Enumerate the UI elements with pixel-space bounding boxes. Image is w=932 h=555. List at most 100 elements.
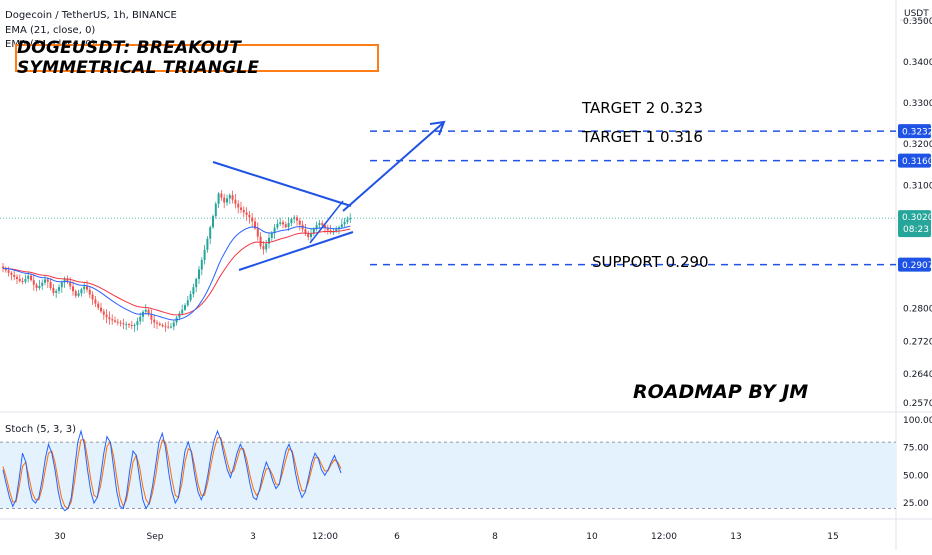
candle-body[interactable]	[60, 282, 63, 288]
candle-body[interactable]	[94, 299, 97, 304]
candle-body[interactable]	[150, 314, 153, 320]
candle-body[interactable]	[111, 319, 114, 321]
candle-body[interactable]	[2, 266, 4, 269]
candle-body[interactable]	[178, 313, 181, 318]
candle-body[interactable]	[144, 309, 147, 312]
candle-body[interactable]	[223, 197, 226, 203]
candle-body[interactable]	[139, 316, 142, 322]
candle-body[interactable]	[245, 212, 248, 215]
candle-body[interactable]	[231, 195, 234, 200]
candle-body[interactable]	[220, 193, 223, 198]
candle-body[interactable]	[321, 223, 324, 226]
candle-body[interactable]	[268, 237, 270, 244]
candle-body[interactable]	[290, 218, 293, 224]
candle-body[interactable]	[114, 320, 116, 322]
candle-body[interactable]	[164, 326, 167, 328]
candle-body[interactable]	[172, 322, 175, 327]
candle-body[interactable]	[72, 286, 74, 292]
candle-body[interactable]	[206, 238, 209, 250]
candle-body[interactable]	[52, 287, 55, 293]
candle-body[interactable]	[122, 323, 125, 325]
candle-body[interactable]	[133, 324, 136, 326]
candle-body[interactable]	[10, 272, 13, 275]
candle-body[interactable]	[343, 221, 346, 225]
candle-body[interactable]	[212, 216, 214, 228]
candle-body[interactable]	[27, 275, 30, 279]
candle-body[interactable]	[44, 279, 46, 283]
symbol-legend[interactable]: Dogecoin / TetherUS, 1h, BINANCE	[5, 10, 177, 21]
candle-body[interactable]	[32, 280, 35, 285]
candle-body[interactable]	[198, 269, 200, 279]
candle-body[interactable]	[41, 282, 44, 286]
candle-body[interactable]	[335, 229, 338, 232]
candle-body[interactable]	[189, 294, 192, 301]
candle-body[interactable]	[287, 223, 290, 228]
candle-body[interactable]	[108, 317, 111, 320]
candle-body[interactable]	[80, 289, 83, 294]
candle-body[interactable]	[4, 268, 7, 271]
stoch-legend[interactable]: Stoch (5, 3, 3)	[5, 424, 77, 435]
candle-body[interactable]	[156, 322, 158, 324]
candle-body[interactable]	[119, 322, 122, 324]
candle-body[interactable]	[125, 324, 128, 326]
candle-body[interactable]	[186, 300, 189, 306]
candle-body[interactable]	[66, 278, 69, 282]
candle-body[interactable]	[100, 307, 102, 312]
candle-body[interactable]	[195, 278, 198, 288]
candle-body[interactable]	[312, 228, 315, 234]
candle-body[interactable]	[74, 291, 77, 296]
candle-body[interactable]	[270, 232, 273, 238]
candle-body[interactable]	[346, 219, 349, 222]
candle-body[interactable]	[296, 217, 298, 221]
candle-body[interactable]	[273, 227, 276, 233]
candle-body[interactable]	[237, 203, 240, 208]
candle-body[interactable]	[55, 290, 58, 293]
candle-body[interactable]	[63, 278, 66, 283]
candle-body[interactable]	[130, 324, 133, 326]
candle-body[interactable]	[184, 305, 186, 310]
candle-body[interactable]	[86, 286, 88, 290]
candle-body[interactable]	[35, 284, 38, 288]
candle-body[interactable]	[88, 289, 91, 295]
triangle-lower-trendline[interactable]	[238, 231, 354, 271]
triangle-upper-trendline[interactable]	[212, 161, 352, 207]
candle-body[interactable]	[318, 223, 321, 226]
candle-body[interactable]	[226, 198, 228, 203]
candle-body[interactable]	[248, 214, 251, 218]
candle-body[interactable]	[161, 324, 164, 327]
candle-body[interactable]	[97, 303, 100, 308]
candle-body[interactable]	[83, 286, 86, 290]
candle-body[interactable]	[77, 293, 80, 296]
candle-body[interactable]	[217, 193, 220, 204]
candle-body[interactable]	[234, 199, 237, 204]
candle-body[interactable]	[153, 319, 156, 323]
candle-body[interactable]	[24, 278, 27, 282]
breakout-arrow[interactable]	[342, 122, 444, 212]
candle-body[interactable]	[21, 281, 24, 283]
candle-body[interactable]	[214, 203, 217, 217]
candle-body[interactable]	[128, 324, 130, 326]
candle-body[interactable]	[136, 321, 139, 325]
candle-body[interactable]	[91, 294, 94, 300]
candle-body[interactable]	[58, 287, 60, 291]
candle-body[interactable]	[251, 217, 254, 222]
candle-body[interactable]	[307, 233, 310, 238]
ema21-legend[interactable]: EMA (21, close, 0)	[5, 25, 96, 36]
candle-body[interactable]	[282, 222, 284, 225]
candle-body[interactable]	[310, 233, 312, 238]
candle-body[interactable]	[209, 227, 212, 239]
candle-body[interactable]	[170, 326, 172, 328]
candle-body[interactable]	[326, 228, 329, 231]
candle-body[interactable]	[259, 236, 262, 247]
candle-body[interactable]	[240, 207, 242, 210]
candle-body[interactable]	[315, 225, 318, 229]
candle-body[interactable]	[242, 209, 245, 213]
candle-body[interactable]	[158, 323, 161, 325]
candle-body[interactable]	[340, 224, 343, 228]
candle-body[interactable]	[254, 221, 256, 229]
candle-body[interactable]	[298, 220, 301, 225]
candle-body[interactable]	[7, 270, 10, 273]
candle-body[interactable]	[284, 224, 287, 228]
candle-body[interactable]	[69, 281, 72, 287]
